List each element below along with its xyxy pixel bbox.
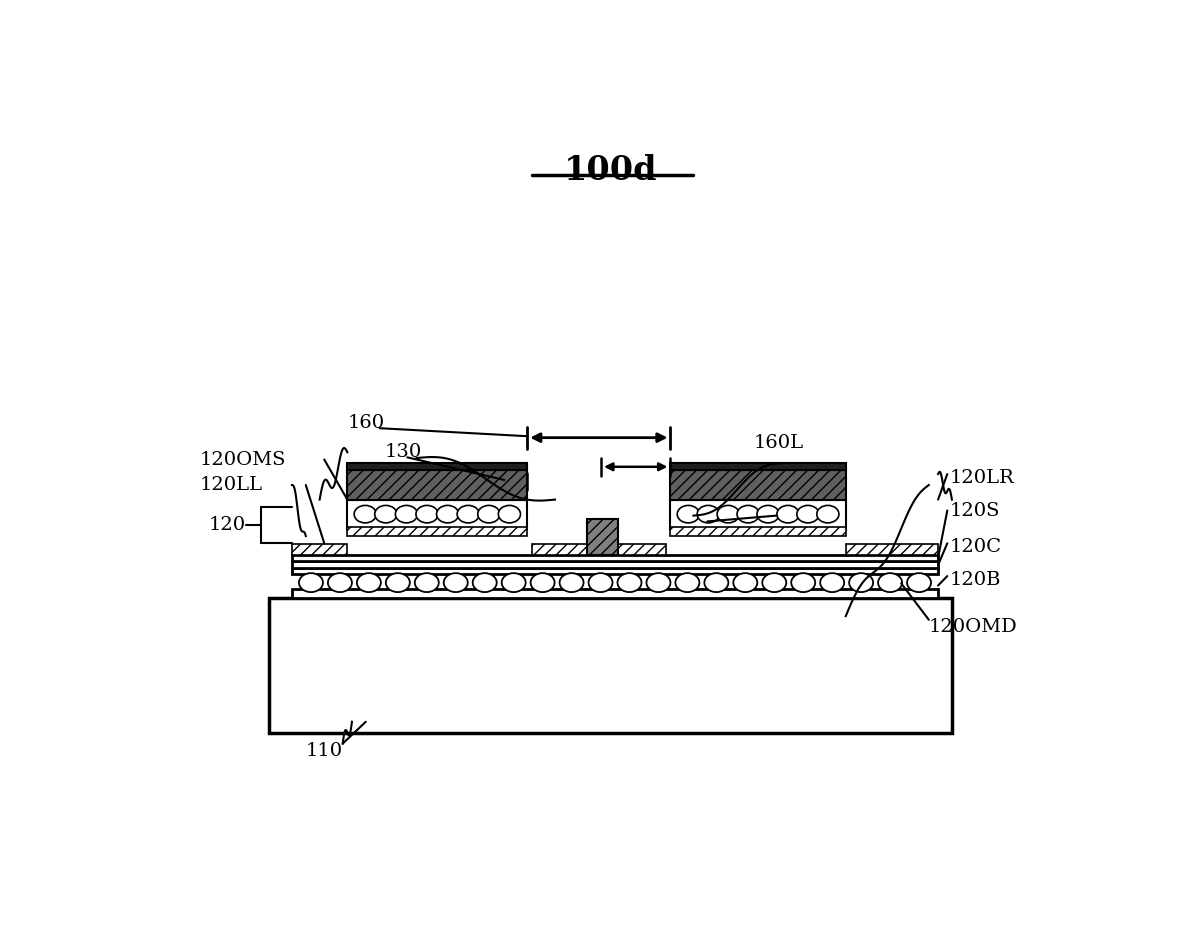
Circle shape (817, 505, 838, 523)
Circle shape (762, 573, 786, 592)
Circle shape (717, 505, 740, 523)
Bar (292, 544, 348, 555)
Bar (587, 518, 618, 555)
Circle shape (791, 573, 815, 592)
Text: 120LR: 120LR (950, 468, 1015, 487)
Circle shape (757, 505, 779, 523)
Text: 120: 120 (208, 517, 245, 534)
Circle shape (478, 505, 500, 523)
Circle shape (328, 573, 351, 592)
Circle shape (457, 505, 479, 523)
Text: 120OMD: 120OMD (929, 618, 1017, 636)
Bar (292, 589, 939, 598)
Circle shape (416, 505, 438, 523)
Text: 140: 140 (781, 501, 818, 519)
Text: 120B: 120B (950, 570, 1002, 588)
Text: 120LL: 120LL (200, 476, 263, 494)
Text: 150L: 150L (712, 475, 762, 493)
Circle shape (437, 505, 459, 523)
Bar (348, 470, 528, 499)
Circle shape (734, 573, 757, 592)
Bar (348, 527, 528, 536)
Circle shape (697, 505, 719, 523)
Circle shape (299, 573, 323, 592)
Circle shape (386, 573, 410, 592)
Circle shape (444, 573, 468, 592)
Circle shape (821, 573, 844, 592)
Bar (292, 555, 939, 561)
Text: 120C: 120C (950, 538, 1002, 556)
Circle shape (357, 573, 381, 592)
Circle shape (647, 573, 671, 592)
Text: 160L: 160L (754, 434, 804, 452)
Circle shape (878, 573, 902, 592)
Text: 120OMS: 120OMS (200, 450, 286, 468)
Bar (292, 561, 939, 568)
Text: 100d: 100d (563, 153, 657, 186)
Bar (671, 464, 846, 470)
Circle shape (560, 573, 584, 592)
Circle shape (617, 573, 642, 592)
Circle shape (704, 573, 729, 592)
Bar (269, 598, 952, 732)
Text: 120S: 120S (950, 501, 1000, 519)
Circle shape (777, 505, 799, 523)
Bar (671, 499, 846, 529)
Circle shape (375, 505, 397, 523)
Circle shape (588, 573, 612, 592)
Circle shape (737, 505, 759, 523)
Text: 110: 110 (306, 742, 343, 760)
Circle shape (395, 505, 418, 523)
Circle shape (797, 505, 819, 523)
Circle shape (675, 573, 699, 592)
Bar (671, 470, 846, 499)
Circle shape (908, 573, 931, 592)
Circle shape (531, 573, 555, 592)
Circle shape (414, 573, 438, 592)
Bar (348, 464, 528, 470)
Bar (292, 568, 939, 574)
Bar (671, 527, 846, 536)
Circle shape (354, 505, 376, 523)
Circle shape (473, 573, 497, 592)
Circle shape (501, 573, 525, 592)
Bar (348, 499, 528, 529)
Bar (846, 544, 939, 555)
Circle shape (498, 505, 520, 523)
Text: 130: 130 (385, 444, 422, 462)
Bar (532, 544, 666, 555)
Text: 160: 160 (348, 414, 385, 432)
Circle shape (849, 573, 873, 592)
Circle shape (678, 505, 699, 523)
